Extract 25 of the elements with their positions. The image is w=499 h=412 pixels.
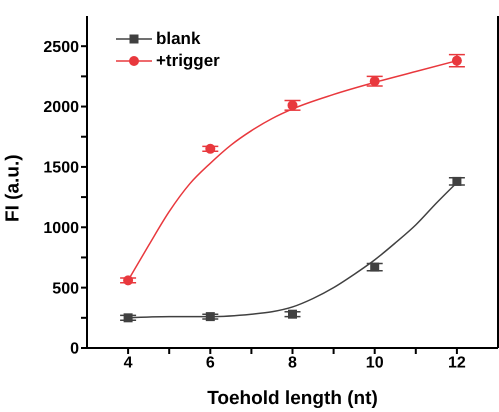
y-axis-title: FI (a.u.) <box>2 154 24 222</box>
y-tick-label: 0 <box>70 340 80 358</box>
y-tick-label: 1500 <box>43 160 80 177</box>
y-tick-label: 1000 <box>43 220 80 237</box>
x-tick-label: 10 <box>366 354 384 372</box>
x-tick-label: 12 <box>448 354 466 372</box>
point <box>288 310 297 319</box>
y-tick-label: 500 <box>52 280 80 298</box>
legend-label: +trigger <box>156 51 220 71</box>
x-tick-label: 4 <box>124 354 133 372</box>
point <box>452 176 462 186</box>
point <box>288 100 298 110</box>
point <box>124 313 133 322</box>
point <box>370 76 380 86</box>
point <box>206 312 215 322</box>
y-tick-label: 2000 <box>43 99 80 116</box>
point <box>452 56 462 66</box>
point <box>370 262 380 272</box>
x-axis-title: Toehold length (nt) <box>207 388 378 409</box>
x-tick-label: 8 <box>288 354 298 372</box>
point <box>123 275 134 286</box>
x-tick-label: 6 <box>206 354 215 372</box>
legend-label: blank <box>156 29 200 49</box>
point <box>205 144 216 154</box>
y-tick-label: 2500 <box>43 38 80 56</box>
